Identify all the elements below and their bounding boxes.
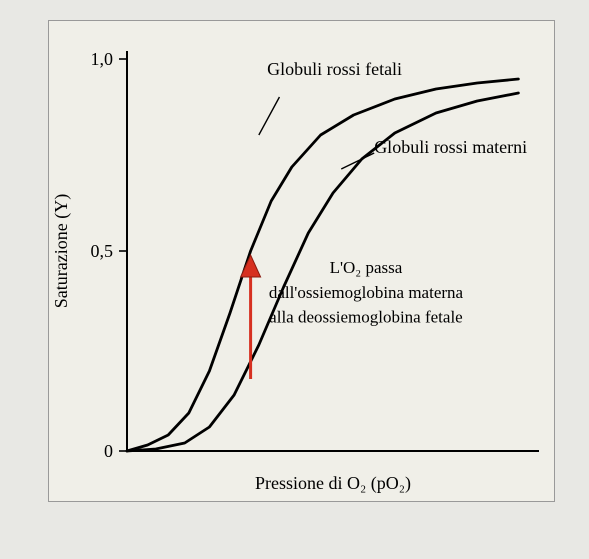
fetal-label: Globuli rossi fetali bbox=[267, 59, 402, 79]
maternal-label: Globuli rossi materni bbox=[374, 137, 527, 157]
saturation-chart: 0 0,5 1,0 Globuli rossi fetali Globuli rossi… bbox=[48, 20, 555, 502]
x-axis-label: Pressione di O₂ (pO₂) bbox=[255, 473, 411, 494]
y-tick-label: 0 bbox=[104, 441, 113, 461]
caption-line: dall'ossiemoglobina materna bbox=[269, 283, 464, 302]
fetal-curve bbox=[127, 79, 518, 451]
caption-line: alla deossiemoglobina fetale bbox=[269, 308, 463, 327]
y-axis-label: Saturazione (Y) bbox=[51, 194, 72, 308]
transfer-arrow-head bbox=[241, 255, 261, 277]
chart-svg: 0 0,5 1,0 Globuli rossi fetali Globuli rossi… bbox=[49, 21, 554, 501]
y-tick-label: 0,5 bbox=[91, 241, 114, 261]
y-tick-label: 1,0 bbox=[91, 49, 114, 69]
caption-line: L'O₂ passa bbox=[330, 258, 403, 277]
